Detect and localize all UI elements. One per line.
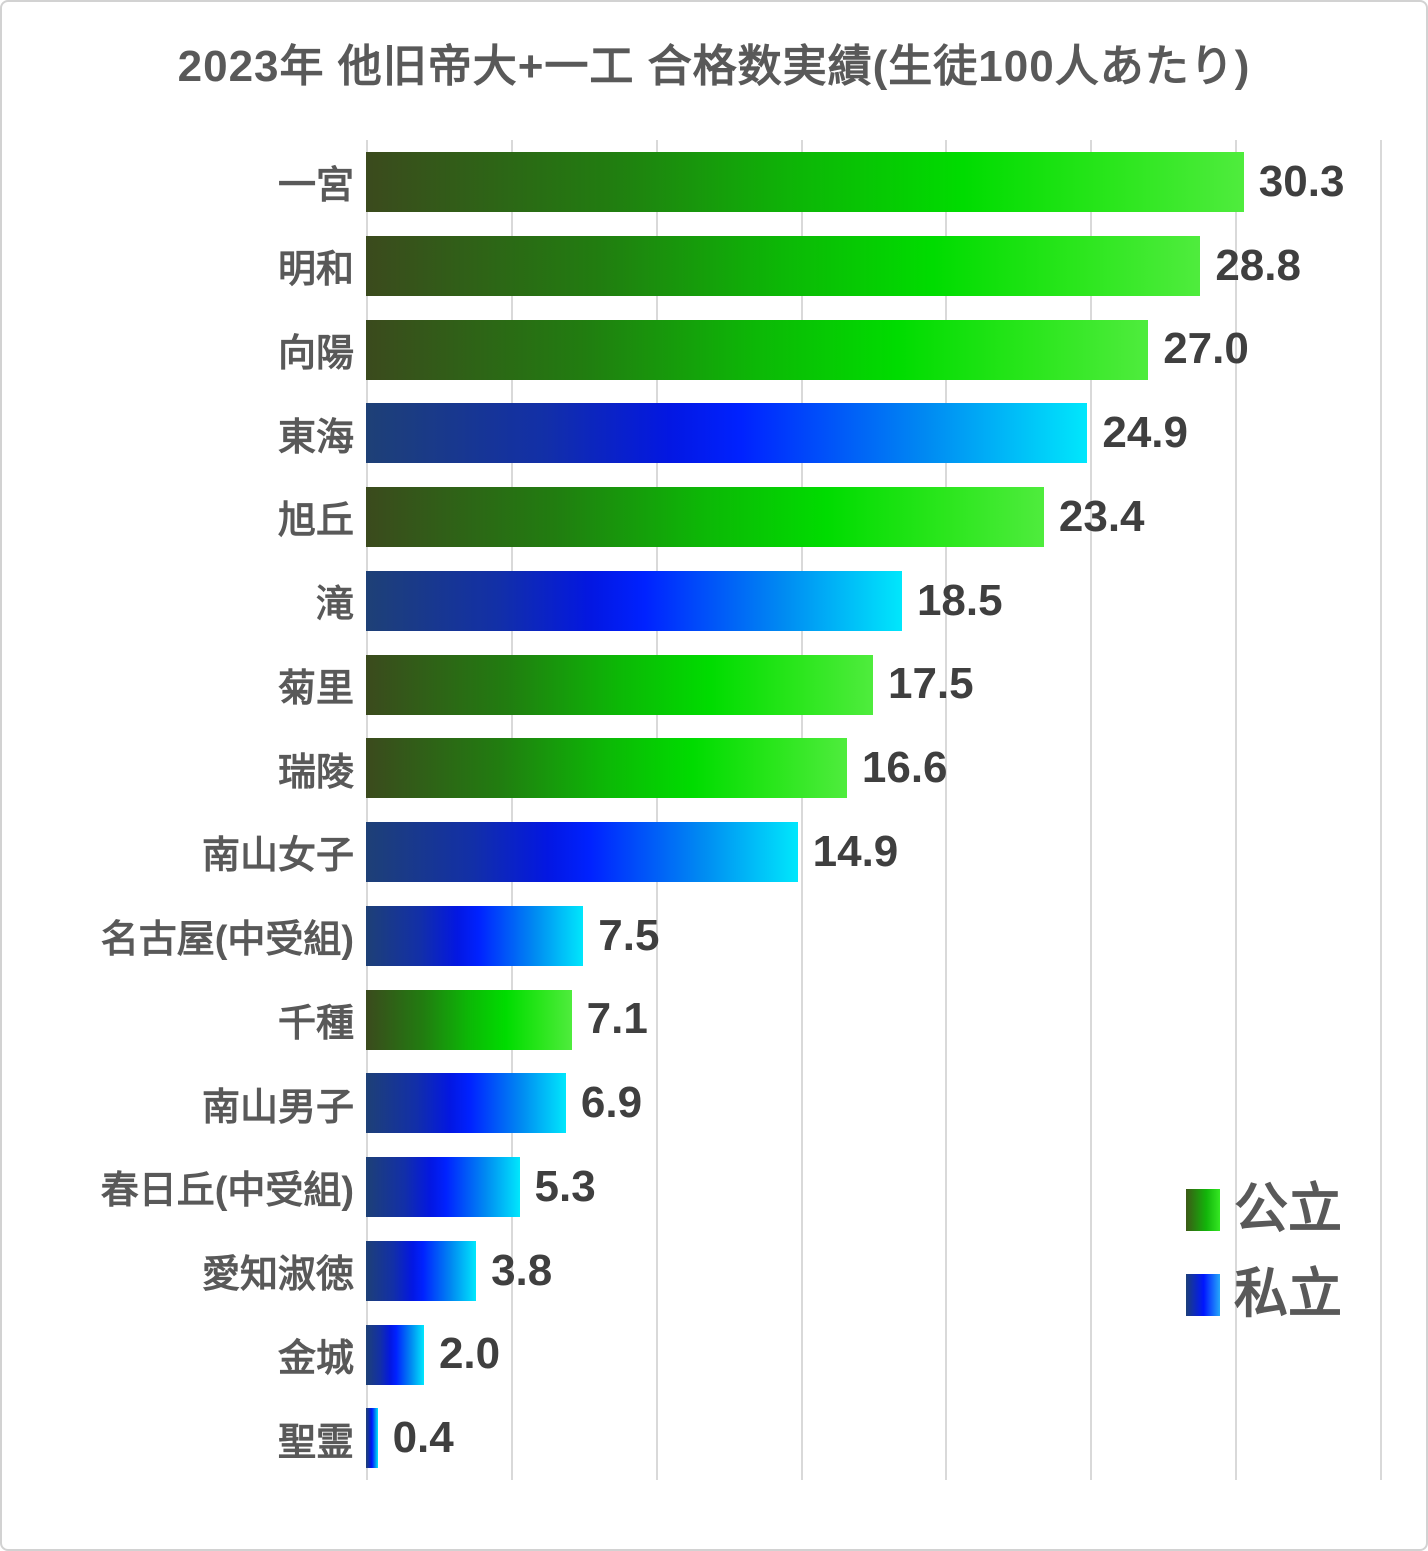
bar-row: 聖霊 0.4 bbox=[2, 1396, 1426, 1480]
chart-title: 2023年 他旧帝大+一工 合格数実績(生徒100人あたり) bbox=[177, 42, 1251, 91]
value-label: 14.9 bbox=[812, 826, 899, 876]
legend-label-private: 私立 bbox=[1234, 1264, 1342, 1325]
legend: 公立 私立 bbox=[1186, 1179, 1342, 1351]
legend-item-private: 私立 bbox=[1186, 1264, 1342, 1325]
bar-row: 明和 28.8 bbox=[2, 224, 1426, 308]
bar-public bbox=[366, 487, 1044, 547]
bar-row: 向陽 27.0 bbox=[2, 308, 1426, 392]
value-label: 7.1 bbox=[586, 994, 648, 1044]
value-label: 0.4 bbox=[392, 1413, 454, 1463]
bar-private bbox=[366, 1324, 424, 1385]
gridline bbox=[1379, 140, 1382, 1480]
value-label: 2.0 bbox=[438, 1329, 501, 1379]
bar-row: 千種 7.1 bbox=[2, 978, 1426, 1062]
gridline bbox=[510, 140, 513, 1480]
bar-row: 愛知淑徳 3.8 bbox=[2, 1229, 1426, 1313]
gridline bbox=[945, 140, 948, 1480]
category-label: 瑞陵 bbox=[277, 751, 354, 794]
category-label: 旭丘 bbox=[277, 500, 354, 543]
plot-area: 一宮 30.3 明和 28.8 向陽 27.0 東海 24.9 旭丘 23.4 滝 18.5 菊里 17.… bbox=[2, 140, 1426, 1480]
category-label: 金城 bbox=[277, 1337, 354, 1380]
value-label: 30.3 bbox=[1258, 156, 1345, 206]
category-label: 東海 bbox=[277, 416, 354, 459]
value-label: 24.9 bbox=[1102, 408, 1188, 458]
bar-public bbox=[366, 654, 873, 715]
bar-public bbox=[366, 738, 847, 799]
bar-public bbox=[366, 319, 1149, 380]
category-label: 滝 bbox=[315, 584, 354, 627]
gridline bbox=[366, 140, 368, 1480]
bar-private bbox=[366, 570, 902, 631]
category-label: 聖霊 bbox=[277, 1421, 354, 1464]
bar-row: 金城 2.0 bbox=[2, 1313, 1426, 1397]
bar-private bbox=[366, 1073, 566, 1134]
category-label: 春日丘(中受組) bbox=[100, 1170, 354, 1213]
bar-public bbox=[366, 989, 572, 1050]
category-label: 明和 bbox=[277, 249, 354, 292]
value-label: 3.8 bbox=[491, 1245, 553, 1295]
legend-label-public: 公立 bbox=[1234, 1179, 1342, 1239]
bar-row: 南山女子 14.9 bbox=[2, 810, 1426, 894]
gridline bbox=[655, 140, 658, 1480]
bar-row: 春日丘(中受組) 5.3 bbox=[2, 1145, 1426, 1229]
category-label: 名古屋(中受組) bbox=[100, 919, 354, 962]
value-label: 17.5 bbox=[887, 659, 974, 709]
private-series-swatch-icon bbox=[1186, 1274, 1220, 1317]
bar-row: 一宮 30.3 bbox=[2, 140, 1426, 224]
category-label: 一宮 bbox=[277, 165, 354, 208]
category-label: 愛知淑徳 bbox=[201, 1254, 354, 1297]
bar-private bbox=[366, 905, 584, 966]
legend-item-public: 公立 bbox=[1186, 1179, 1342, 1239]
value-label: 6.9 bbox=[580, 1078, 643, 1128]
public-series-swatch-icon bbox=[1186, 1188, 1220, 1231]
bar-row: 菊里 17.5 bbox=[2, 643, 1426, 727]
category-label: 向陽 bbox=[277, 332, 354, 375]
value-label: 5.3 bbox=[534, 1161, 596, 1211]
bar-row: 南山男子 6.9 bbox=[2, 1061, 1426, 1145]
bar-row: 旭丘 23.4 bbox=[2, 475, 1426, 559]
bar-row: 瑞陵 16.6 bbox=[2, 726, 1426, 810]
category-label: 千種 bbox=[277, 1002, 354, 1045]
value-label: 28.8 bbox=[1215, 240, 1301, 290]
value-label: 23.4 bbox=[1058, 491, 1145, 541]
value-label: 16.6 bbox=[861, 743, 948, 793]
bar-row: 名古屋(中受組) 7.5 bbox=[2, 894, 1426, 978]
category-label: 南山女子 bbox=[201, 835, 354, 878]
bar-row: 東海 24.9 bbox=[2, 391, 1426, 475]
bar-row: 滝 18.5 bbox=[2, 559, 1426, 643]
bar-private bbox=[366, 1157, 520, 1217]
bar-private bbox=[366, 1240, 477, 1301]
value-label: 18.5 bbox=[916, 575, 1003, 625]
category-label: 南山男子 bbox=[201, 1086, 354, 1129]
bar-public bbox=[366, 152, 1244, 212]
bar-private bbox=[366, 1408, 378, 1469]
gridline bbox=[800, 140, 803, 1480]
bar-private bbox=[366, 403, 1088, 464]
category-label: 菊里 bbox=[277, 667, 354, 710]
value-label: 7.5 bbox=[598, 910, 660, 960]
bar-private bbox=[366, 822, 798, 882]
bar-public bbox=[366, 235, 1201, 296]
gridline bbox=[1090, 140, 1093, 1480]
value-label: 27.0 bbox=[1163, 324, 1249, 374]
gridline bbox=[1235, 140, 1238, 1480]
